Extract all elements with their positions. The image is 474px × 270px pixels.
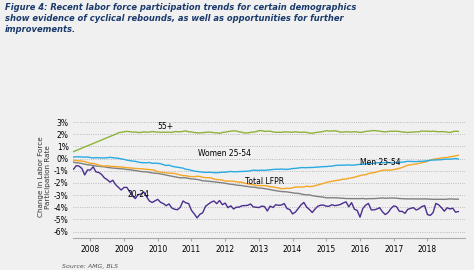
Y-axis label: Change in Labor Force
Participation Rate: Change in Labor Force Participation Rate — [38, 136, 51, 217]
Text: Source: AMG, BLS: Source: AMG, BLS — [62, 264, 118, 269]
Text: Men 25-54: Men 25-54 — [360, 158, 401, 167]
Text: Total LFPR: Total LFPR — [246, 177, 284, 186]
Text: 55+: 55+ — [158, 122, 174, 131]
Text: 20-24: 20-24 — [128, 190, 149, 199]
Text: Figure 4: Recent labor force participation trends for certain demographics
show : Figure 4: Recent labor force participati… — [5, 3, 356, 34]
Text: Women 25-54: Women 25-54 — [198, 149, 251, 158]
